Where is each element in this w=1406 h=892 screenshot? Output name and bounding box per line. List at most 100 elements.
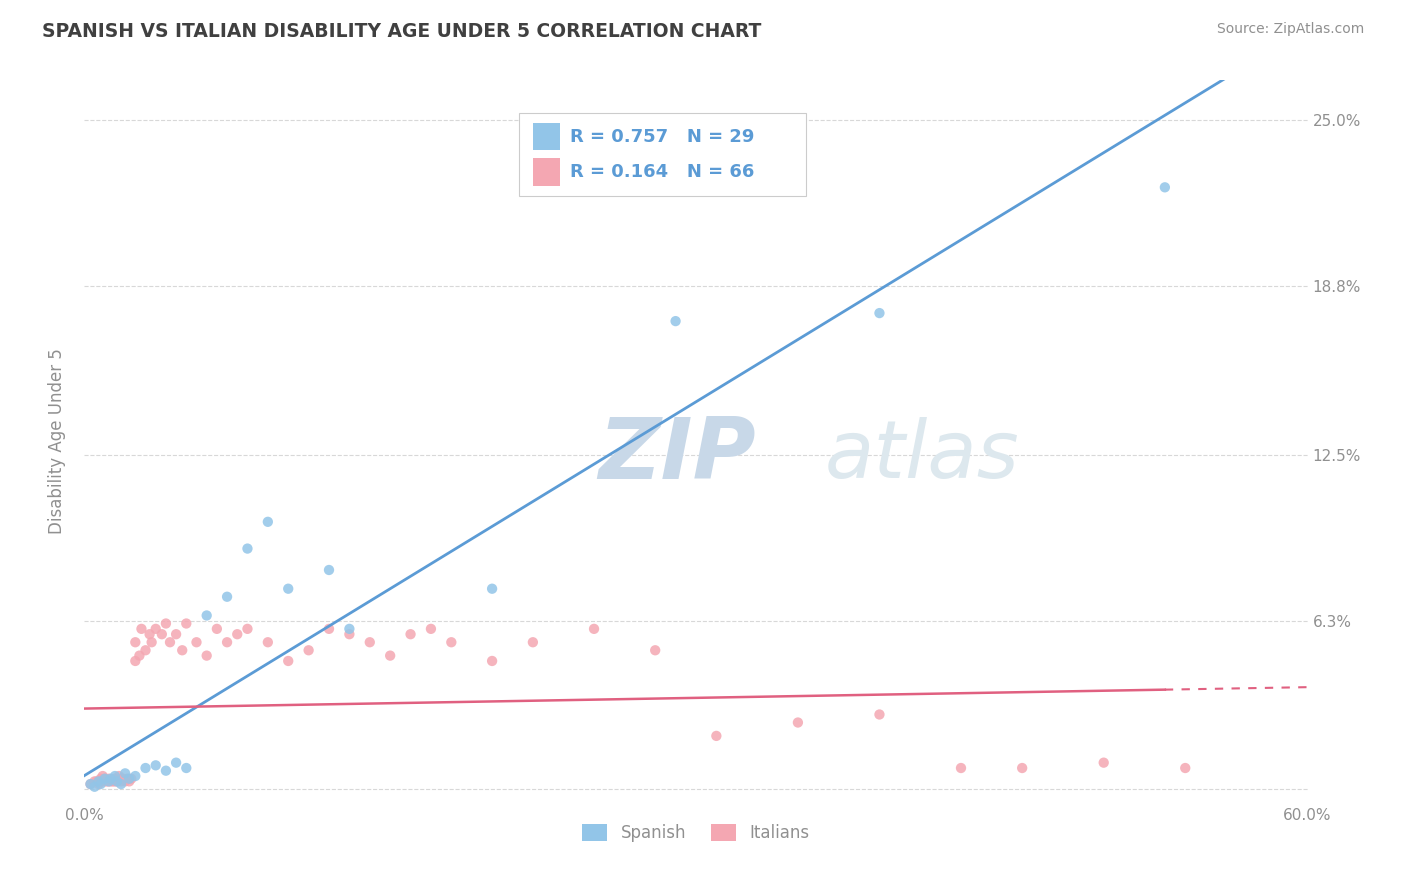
Point [257,515,280,529]
Point [174,761,197,775]
Point [124,635,146,649]
Point [104,772,127,786]
Point [135,761,157,775]
Point [93,774,115,789]
Point [105,774,128,789]
Point [665,314,688,328]
Point [359,635,381,649]
Point [236,541,259,556]
Point [583,622,606,636]
Point [869,306,891,320]
Point [195,608,218,623]
Point [93,772,115,786]
Point [87,774,110,789]
Point [87,777,110,791]
Point [114,774,136,789]
Point [205,622,228,636]
Point [100,774,122,789]
Point [706,729,728,743]
Point [128,648,150,663]
Point [399,627,422,641]
Point [91,769,114,783]
Point [104,769,127,783]
Text: SPANISH VS ITALIAN DISABILITY AGE UNDER 5 CORRELATION CHART: SPANISH VS ITALIAN DISABILITY AGE UNDER … [42,22,762,41]
Point [155,764,177,778]
Point [110,772,132,786]
Point [165,627,187,641]
Point [217,635,239,649]
Point [86,774,108,789]
Point [339,622,361,636]
Point [100,772,122,786]
Point [522,635,544,649]
Point [159,635,181,649]
Point [155,616,177,631]
Point [318,563,340,577]
Point [236,622,259,636]
Point [1154,180,1177,194]
Text: atlas: atlas [824,417,1019,495]
Point [950,761,973,775]
Point [420,622,443,636]
Point [150,627,173,641]
Point [339,627,361,641]
Point [79,777,101,791]
Point [787,715,810,730]
Point [1011,761,1033,775]
Point [118,772,141,786]
Point [131,622,153,636]
Text: R = 0.757   N = 29: R = 0.757 N = 29 [569,128,755,145]
Text: R = 0.164   N = 66: R = 0.164 N = 66 [569,163,755,181]
Point [83,780,105,794]
Point [318,622,340,636]
Point [108,769,131,783]
Point [97,774,120,789]
Point [440,635,463,649]
Point [226,627,249,641]
Point [124,769,146,783]
Point [174,616,197,631]
Point [644,643,666,657]
Point [97,772,120,786]
Point [120,772,142,786]
Point [104,774,127,789]
Point [277,654,299,668]
Point [93,772,115,786]
FancyBboxPatch shape [533,158,560,186]
Point [481,654,503,668]
Point [141,635,163,649]
Legend: Spanish, Italians: Spanish, Italians [575,817,817,848]
Point [105,774,128,789]
Point [114,766,136,780]
Point [90,772,112,786]
Point [118,774,141,789]
Point [195,648,218,663]
Point [110,777,132,791]
Point [97,774,120,789]
FancyBboxPatch shape [519,112,806,196]
Point [298,643,321,657]
Text: Source: ZipAtlas.com: Source: ZipAtlas.com [1216,22,1364,37]
Point [217,590,239,604]
Point [380,648,402,663]
Point [257,635,280,649]
Point [277,582,299,596]
Point [481,582,503,596]
Point [112,772,135,786]
Y-axis label: Disability Age Under 5: Disability Age Under 5 [48,349,66,534]
Point [145,758,167,772]
Point [1174,761,1197,775]
Point [101,774,124,789]
FancyBboxPatch shape [533,123,560,151]
Point [110,774,132,789]
Point [79,777,101,791]
Point [83,774,105,789]
Point [869,707,891,722]
Point [186,635,208,649]
Point [90,777,112,791]
Point [96,774,118,789]
Point [138,627,160,641]
Text: ZIP: ZIP [598,415,756,498]
Point [165,756,187,770]
Point [115,772,138,786]
